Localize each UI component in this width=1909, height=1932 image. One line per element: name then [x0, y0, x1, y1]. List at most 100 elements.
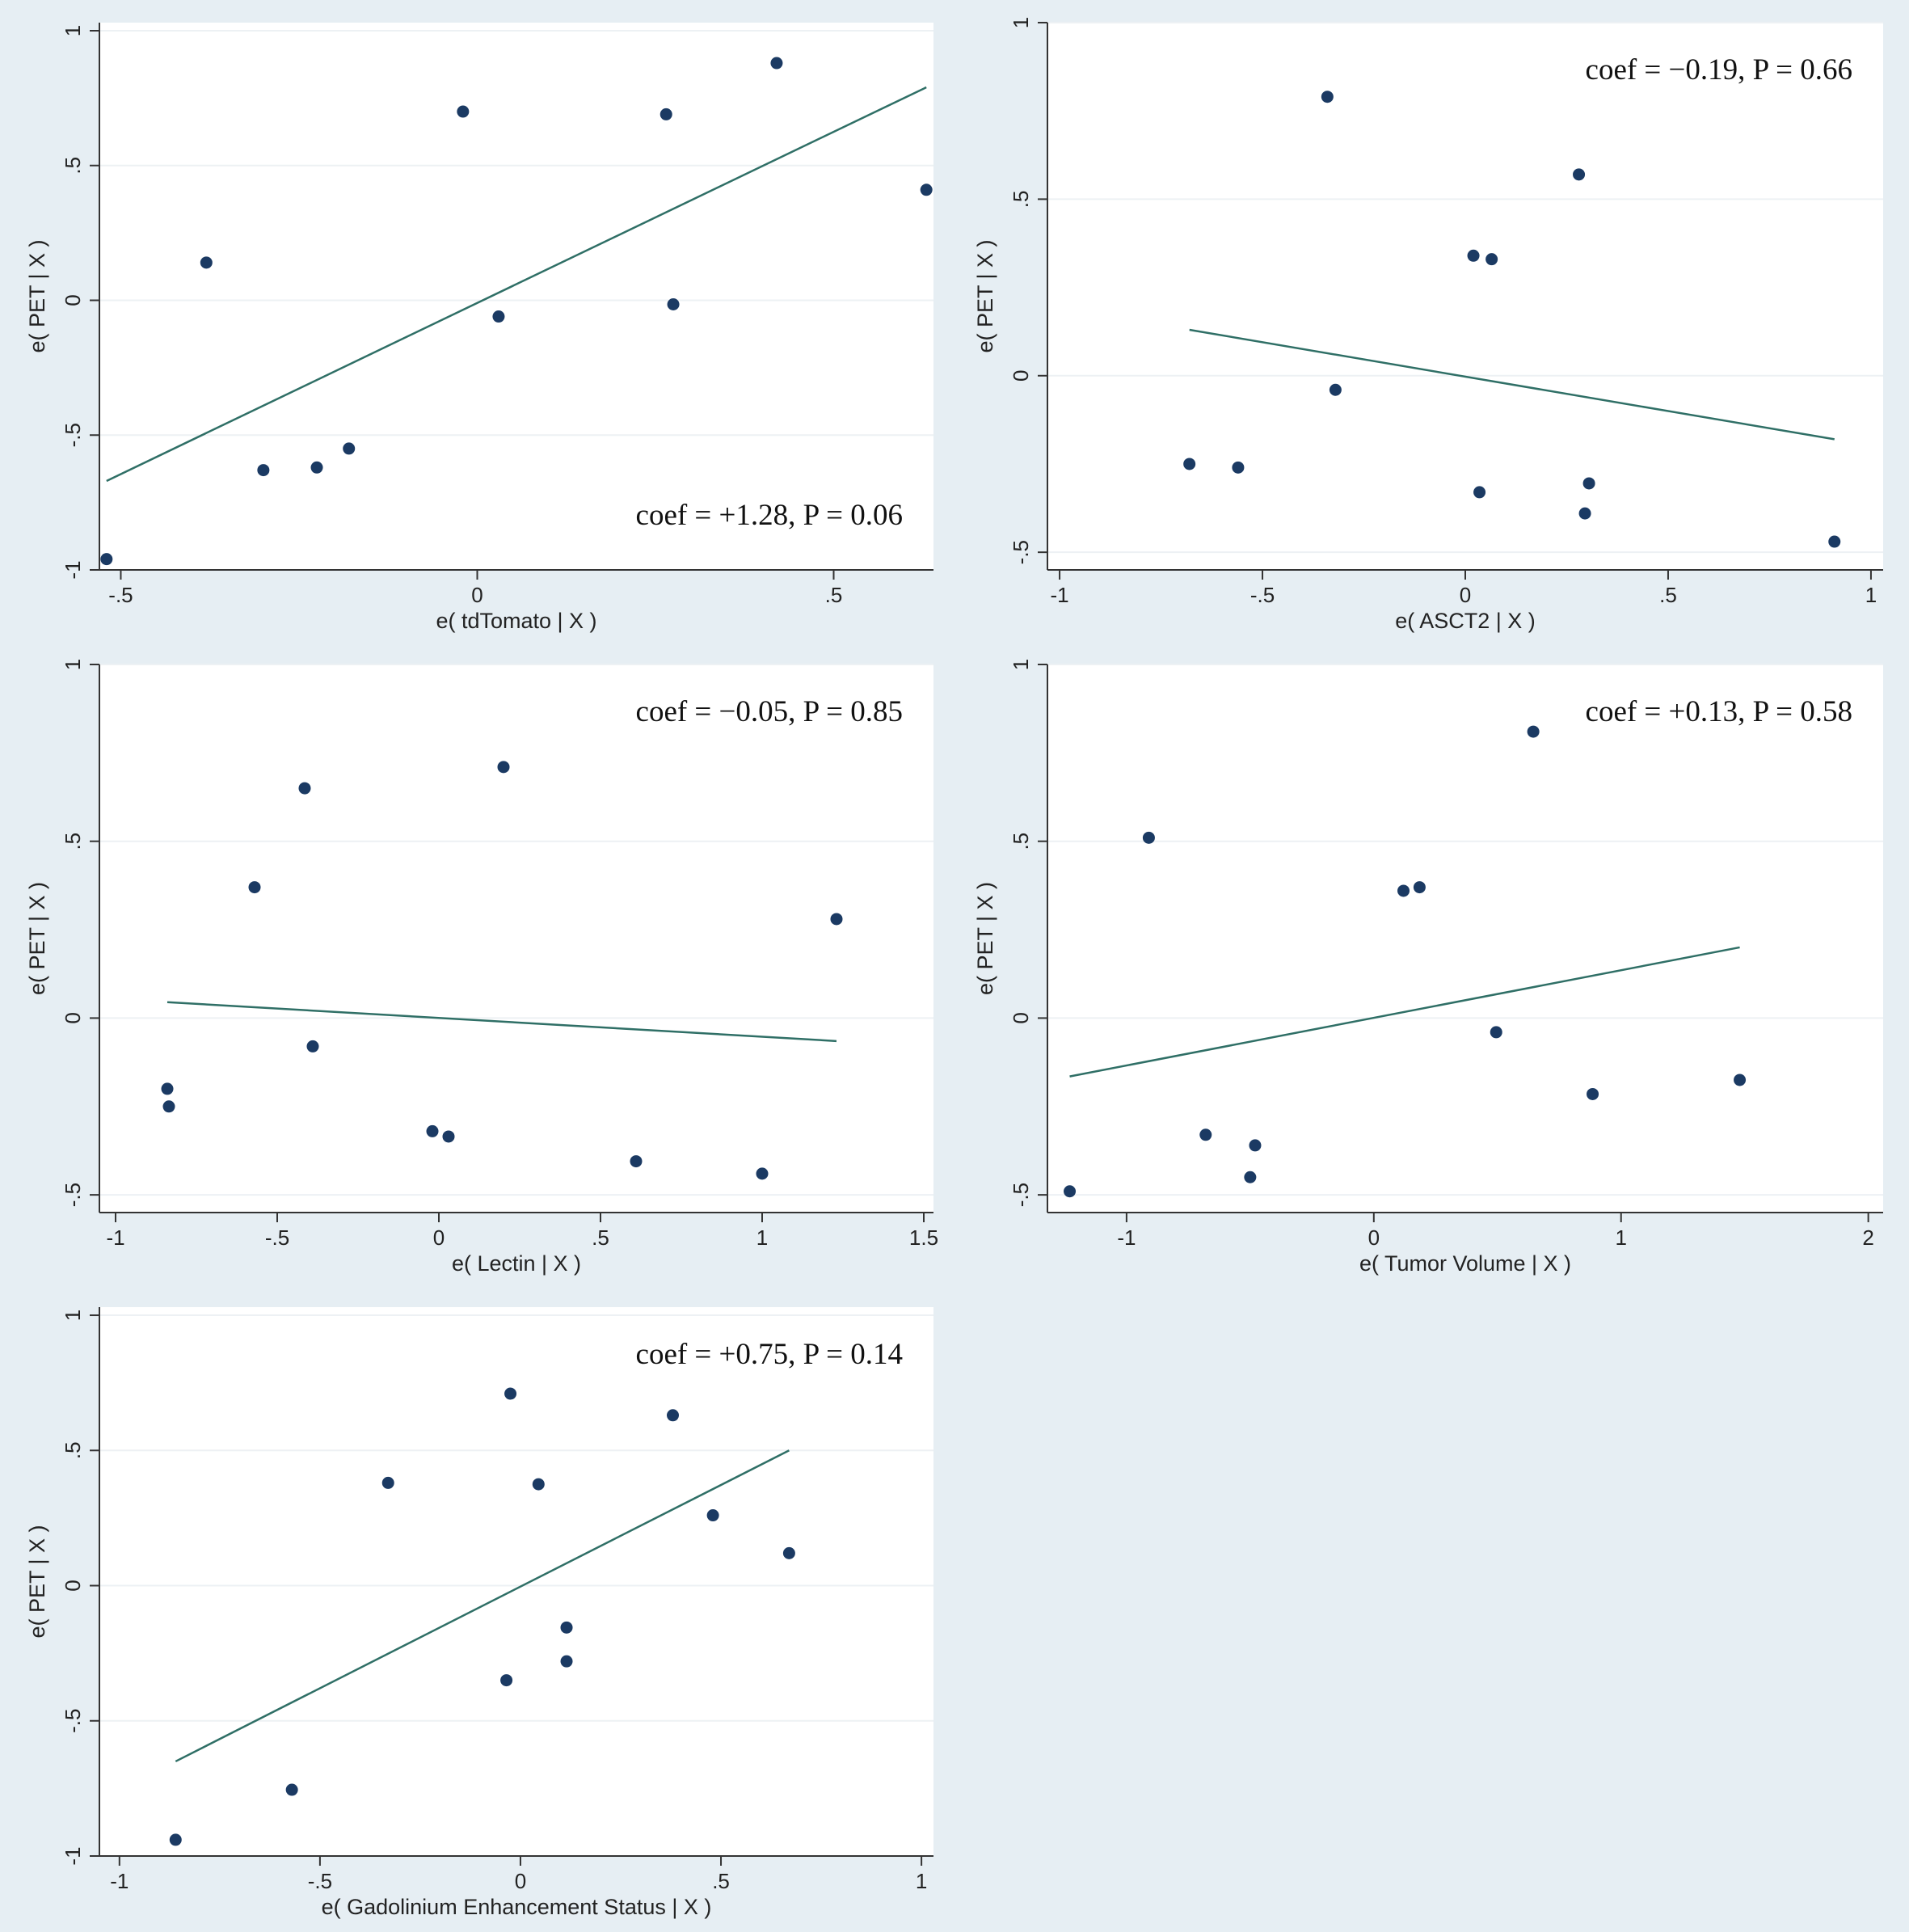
stats-annotation: coef = −0.05, P = 0.85: [636, 695, 903, 728]
data-point: [248, 881, 261, 894]
x-tick-label: 1: [756, 1225, 768, 1250]
data-point: [161, 1082, 174, 1095]
x-tick-label: -.5: [108, 583, 133, 607]
x-tick-label: 1: [1615, 1225, 1626, 1250]
data-point: [169, 1833, 182, 1846]
y-tick-label: .5: [61, 1441, 85, 1459]
data-point: [100, 553, 113, 566]
data-point: [1573, 168, 1586, 181]
y-tick-label: -.5: [61, 1709, 85, 1733]
x-tick-label: 1.5: [909, 1225, 938, 1250]
data-point: [1064, 1185, 1077, 1198]
x-tick-label: 2: [1862, 1225, 1873, 1250]
x-axis-title: e( Gadolinium Enhancement Status | X ): [322, 1895, 712, 1919]
data-point: [1199, 1128, 1212, 1141]
plot-area: [1047, 23, 1883, 570]
x-tick-label: -1: [1117, 1225, 1136, 1250]
data-point: [660, 108, 672, 120]
y-tick-label: -.5: [1009, 540, 1033, 564]
y-tick-label: 0: [1009, 370, 1033, 382]
data-point: [162, 1100, 175, 1113]
fit-line: [175, 1449, 790, 1763]
y-tick-label: .5: [61, 157, 85, 175]
data-point: [200, 256, 213, 269]
data-point: [1232, 461, 1245, 474]
x-tick-label: .5: [1659, 583, 1677, 607]
y-tick-label: -1: [61, 1846, 85, 1865]
data-point: [1734, 1074, 1747, 1086]
data-point: [770, 57, 783, 70]
y-tick-label: .5: [1009, 191, 1033, 209]
data-point: [560, 1621, 573, 1634]
data-point: [756, 1167, 769, 1180]
data-point: [782, 1546, 795, 1559]
data-point: [285, 1783, 298, 1796]
data-point: [1467, 249, 1480, 262]
stats-annotation: coef = +0.13, P = 0.58: [1586, 695, 1852, 728]
y-tick-label: -1: [61, 560, 85, 579]
x-tick-label: 1: [916, 1869, 927, 1893]
data-point: [1578, 507, 1591, 520]
scatter-panel-5: -1 -.5 0 .5 1 -1 -.5 0 .5 1 e( Gadolinium Enhancem…: [25, 1307, 933, 1919]
x-tick-label: 0: [1368, 1225, 1380, 1250]
x-axis-title: e( ASCT2 | X ): [1395, 609, 1536, 633]
y-axis-title: e( PET | X ): [25, 1525, 49, 1638]
scatter-panel-4: -1 0 1 2 -.5 0 .5 1 e( Tumor Volume | X ) e( PET …: [973, 659, 1883, 1276]
data-point: [298, 782, 311, 795]
data-point: [310, 461, 323, 474]
data-point: [457, 105, 470, 118]
data-point: [532, 1478, 545, 1491]
y-tick-label: 1: [1009, 659, 1033, 670]
x-tick-label: 0: [1460, 583, 1471, 607]
stats-annotation: coef = +0.75, P = 0.14: [636, 1338, 903, 1371]
x-tick-label: -.5: [1250, 583, 1275, 607]
x-axis-title: e( Lectin | X ): [452, 1251, 581, 1276]
data-point: [920, 183, 933, 196]
data-point: [1490, 1026, 1502, 1039]
y-tick-label: 1: [61, 25, 85, 36]
data-point: [1329, 383, 1342, 396]
data-point: [492, 310, 505, 323]
data-point: [497, 761, 510, 774]
x-tick-label: -1: [1050, 583, 1068, 607]
data-point: [381, 1476, 394, 1489]
y-axis-title: e( PET | X ): [973, 882, 997, 995]
data-point: [667, 298, 680, 311]
data-point: [343, 442, 356, 455]
data-point: [1828, 535, 1841, 548]
data-point: [630, 1155, 643, 1168]
data-point: [500, 1674, 513, 1687]
fit-line: [1189, 328, 1835, 441]
plot-area: [1047, 664, 1883, 1213]
data-point: [504, 1387, 517, 1400]
data-point: [1485, 253, 1498, 266]
y-tick-label: .5: [1009, 833, 1033, 850]
plot-area: [99, 664, 933, 1213]
y-tick-label: 0: [1009, 1012, 1033, 1023]
x-tick-label: 1: [1865, 583, 1877, 607]
y-axis-title: e( PET | X ): [25, 882, 49, 995]
y-tick-label: -.5: [1009, 1183, 1033, 1207]
data-point: [426, 1124, 439, 1137]
x-tick-label: 0: [515, 1869, 526, 1893]
x-tick-label: 0: [433, 1225, 445, 1250]
x-tick-label: -1: [110, 1869, 129, 1893]
y-tick-label: 1: [61, 659, 85, 670]
x-tick-label: .5: [712, 1869, 730, 1893]
x-tick-label: -.5: [308, 1869, 332, 1893]
x-tick-label: .5: [592, 1225, 609, 1250]
data-point: [257, 464, 270, 477]
scatter-panel-3: -1 -.5 0 .5 1 1.5 -.5 0 .5 1 e( Lectin | X ) e( PET…: [25, 659, 938, 1276]
data-point: [1582, 477, 1595, 490]
data-point: [1587, 1087, 1599, 1100]
x-axis-title: e( tdTomato | X ): [436, 609, 596, 633]
stats-annotation: coef = −0.19, P = 0.66: [1586, 53, 1852, 86]
data-point: [1183, 458, 1196, 470]
fit-line: [1069, 946, 1740, 1078]
data-point: [1527, 725, 1540, 738]
y-tick-label: 0: [61, 1012, 85, 1023]
y-tick-label: 1: [61, 1310, 85, 1321]
x-tick-label: 0: [471, 583, 483, 607]
y-axis-title: e( PET | X ): [25, 239, 49, 352]
